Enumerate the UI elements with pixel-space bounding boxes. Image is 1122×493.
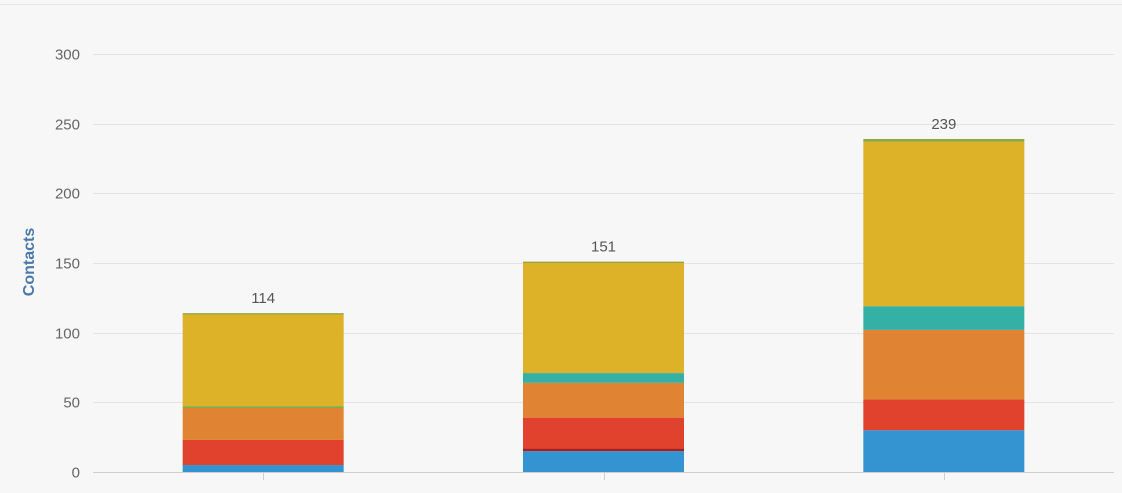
y-tick-label: 300 [55,47,80,64]
y-tick-label: 200 [55,186,80,203]
y-tick-label: 100 [55,326,80,343]
y-tick-label: 250 [55,117,80,134]
bar-segment[interactable] [523,417,684,449]
bar-total-label: 114 [251,290,275,307]
bar-segment[interactable] [863,430,1025,472]
bars [182,138,1025,472]
bar-segment[interactable] [523,263,684,374]
bar-segment[interactable] [863,141,1025,307]
bar-segment[interactable] [523,451,684,472]
bar-total-label: 151 [591,239,616,256]
y-tick-label: 50 [63,395,80,412]
y-tick-label: 150 [55,256,80,273]
bar-total-label: 239 [931,116,956,133]
bar-segment[interactable] [182,465,344,472]
bar-segment[interactable] [523,448,684,452]
bar-segment[interactable] [182,439,344,466]
bar-segment[interactable] [182,406,344,408]
top-divider [0,4,1122,5]
y-tick-label: 0 [72,465,80,482]
bar-segment[interactable] [863,329,1025,400]
bar-segment[interactable] [863,399,1025,431]
bar-segment[interactable] [863,138,1025,142]
labels: 0 50 100 150 200 250 300 114 151 239 [55,47,956,482]
y-axis-title: Contacts [21,228,38,297]
bar-segment[interactable] [182,407,344,440]
bar-segment[interactable] [523,373,684,383]
bar-segment[interactable] [523,261,684,263]
bar-segment[interactable] [182,314,344,407]
bar-segment[interactable] [523,382,684,418]
bar-segment[interactable] [182,313,344,315]
bar-segment[interactable] [863,306,1025,330]
